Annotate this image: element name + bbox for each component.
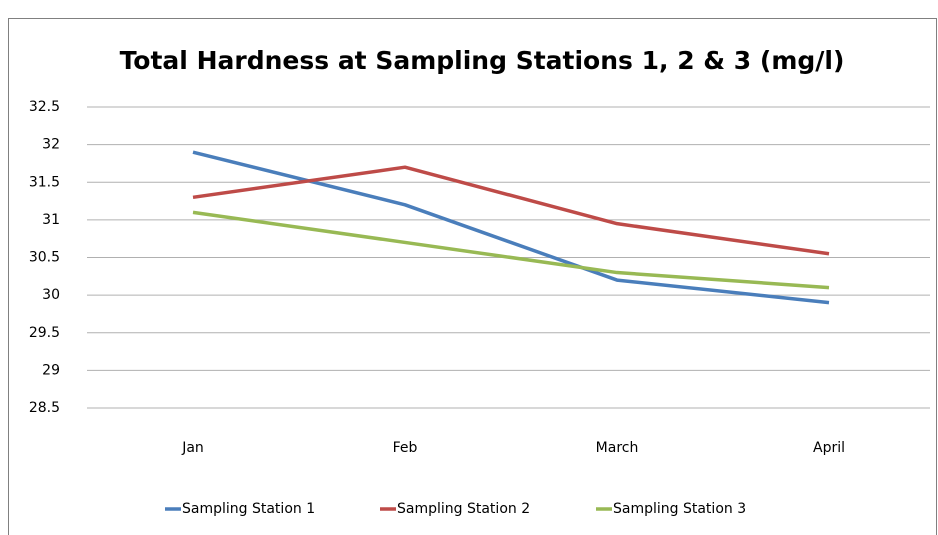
legend-label: Sampling Station 3 — [613, 501, 746, 517]
x-tick-label: March — [596, 440, 639, 456]
y-tick-label: 31 — [42, 212, 60, 228]
x-tick-label: Feb — [393, 440, 418, 456]
series-line — [192, 150, 830, 305]
chart-frame — [8, 18, 937, 535]
y-tick-label: 29 — [42, 362, 60, 378]
y-tick-label: 30 — [42, 287, 60, 303]
y-tick-label: 32.5 — [29, 99, 60, 115]
x-tick-label: Jan — [181, 440, 204, 456]
y-tick-label: 28.5 — [29, 400, 60, 416]
x-tick-label: April — [813, 440, 845, 456]
y-tick-label: 29.5 — [29, 325, 60, 341]
legend-label: Sampling Station 1 — [182, 501, 315, 517]
y-tick-label: 31.5 — [29, 174, 60, 190]
series-line — [192, 210, 830, 290]
y-tick-label: 30.5 — [29, 250, 60, 266]
legend-label: Sampling Station 2 — [397, 501, 530, 517]
chart-title: Total Hardness at Sampling Stations 1, 2… — [120, 46, 845, 75]
y-tick-label: 32 — [42, 137, 60, 153]
series-line — [192, 165, 830, 256]
